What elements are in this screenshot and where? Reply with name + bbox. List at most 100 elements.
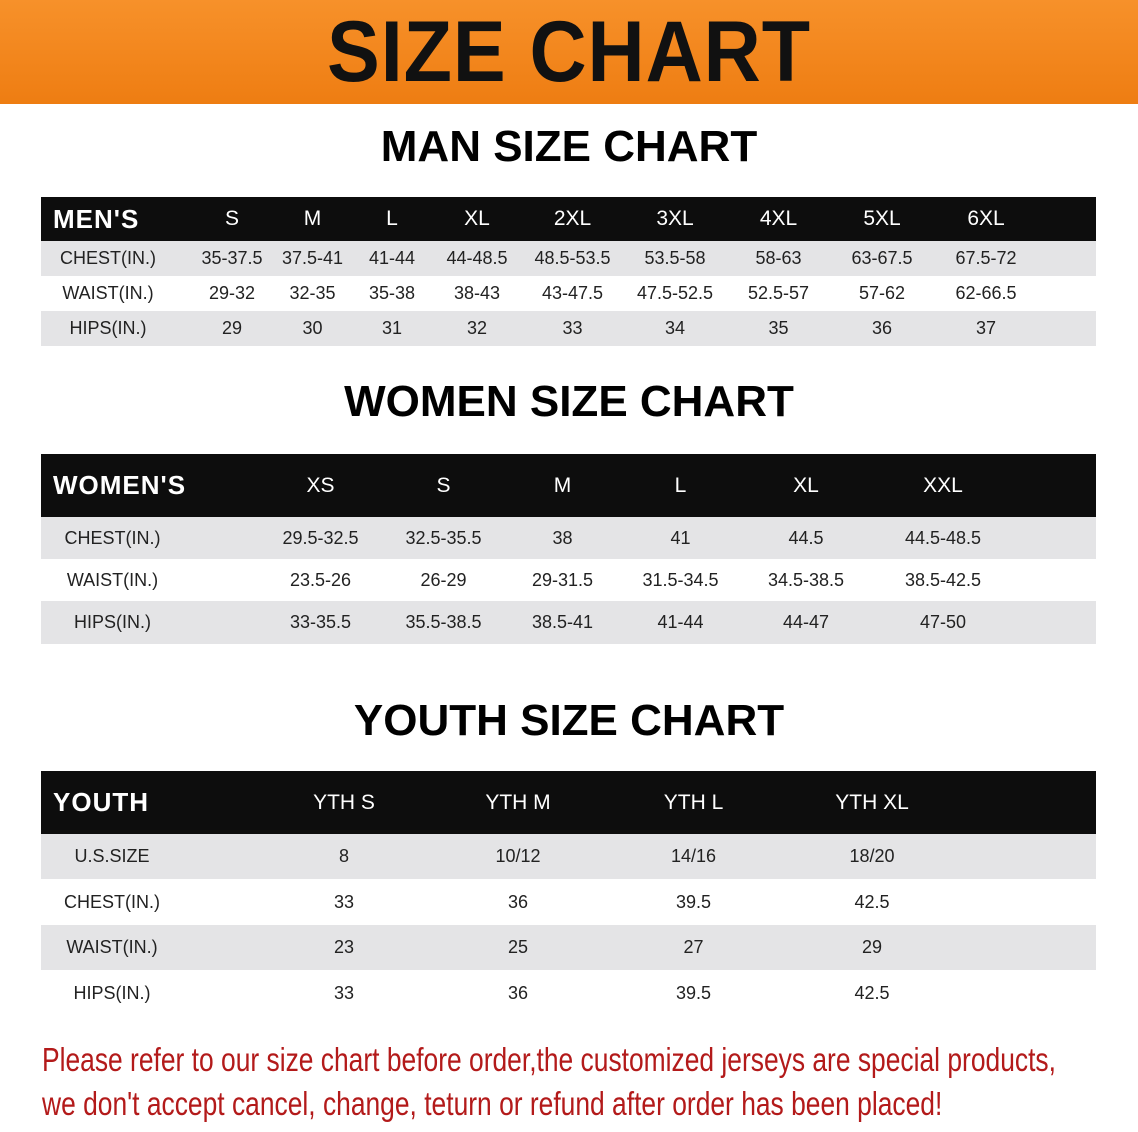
banner-title: SIZE CHART [327,3,811,100]
row-label: CHEST(IN.) [41,241,191,276]
table-cell: 31.5-34.5 [621,559,740,601]
table-cell: 32 [432,311,522,346]
table-row: CHEST(IN.) 33 36 39.5 42.5 [41,879,1096,925]
banner: SIZE CHART [0,0,1138,104]
row-label: WAIST(IN.) [41,559,258,601]
table-cell: 36 [431,879,605,925]
size-header: XL [740,454,872,517]
size-header: YTH M [431,771,605,834]
men-header-label: MEN'S [41,197,191,241]
size-header: L [352,197,432,241]
table-row: HIPS(IN.) 33 36 39.5 42.5 [41,970,1096,1016]
row-label: HIPS(IN.) [41,311,191,346]
table-cell: 33-35.5 [258,601,383,644]
women-header-label: WOMEN'S [41,454,258,517]
table-cell: 33 [257,970,431,1016]
row-filler [1014,517,1096,559]
header-filler [962,771,1096,834]
size-header: YTH XL [782,771,962,834]
table-cell: 25 [431,925,605,970]
order-notice-line-1: Please refer to our size chart before or… [42,1041,1056,1078]
table-cell: 42.5 [782,970,962,1016]
row-filler [962,834,1096,879]
row-label: CHEST(IN.) [41,879,257,925]
table-cell: 26-29 [383,559,504,601]
table-cell: 62-66.5 [934,276,1038,311]
table-row: HIPS(IN.) 33-35.5 35.5-38.5 38.5-41 41-44 44-… [41,601,1096,644]
table-cell: 37.5-41 [273,241,352,276]
table-row: HIPS(IN.) 29 30 31 32 33 34 35 36 37 [41,311,1096,346]
table-row: U.S.SIZE 8 10/12 14/16 18/20 [41,834,1096,879]
table-cell: 29-31.5 [504,559,621,601]
row-label: WAIST(IN.) [41,276,191,311]
table-cell: 38.5-41 [504,601,621,644]
table-cell: 41 [621,517,740,559]
row-filler [1014,601,1096,644]
table-cell: 35 [727,311,830,346]
header-filler [1038,197,1096,241]
table-cell: 18/20 [782,834,962,879]
size-header: S [383,454,504,517]
table-cell: 38.5-42.5 [872,559,1014,601]
row-filler [1014,559,1096,601]
size-header: M [273,197,352,241]
row-label: WAIST(IN.) [41,925,257,970]
table-row: WAIST(IN.) 23 25 27 29 [41,925,1096,970]
table-cell: 14/16 [605,834,782,879]
table-cell: 33 [257,879,431,925]
table-cell: 23.5-26 [258,559,383,601]
table-row: CHEST(IN.) 35-37.5 37.5-41 41-44 44-48.5 48.5… [41,241,1096,276]
table-cell: 29 [782,925,962,970]
row-filler [1038,276,1096,311]
size-header: XS [258,454,383,517]
table-cell: 67.5-72 [934,241,1038,276]
women-size-table: WOMEN'S XS S M L XL XXL CHEST(IN.) 29.5-32.5 32.5… [41,454,1096,644]
size-header: 5XL [830,197,934,241]
table-cell: 41-44 [621,601,740,644]
men-size-table: MEN'S S M L XL 2XL 3XL 4XL 5XL 6XL CHEST(IN.) 35-37… [41,197,1096,346]
table-cell: 47-50 [872,601,1014,644]
table-cell: 52.5-57 [727,276,830,311]
men-header-row: MEN'S S M L XL 2XL 3XL 4XL 5XL 6XL [41,197,1096,241]
table-cell: 27 [605,925,782,970]
header-filler [1014,454,1096,517]
order-notice: Please refer to our size chart before or… [42,1038,1082,1126]
size-header: 4XL [727,197,830,241]
youth-size-table: YOUTH YTH S YTH M YTH L YTH XL U.S.SIZE 8 10/12… [41,771,1096,1016]
table-cell: 29-32 [191,276,273,311]
table-cell: 43-47.5 [522,276,623,311]
row-filler [962,970,1096,1016]
table-cell: 37 [934,311,1038,346]
table-cell: 33 [522,311,623,346]
table-cell: 35-37.5 [191,241,273,276]
table-cell: 57-62 [830,276,934,311]
size-header: 6XL [934,197,1038,241]
row-label: U.S.SIZE [41,834,257,879]
table-cell: 29.5-32.5 [258,517,383,559]
row-filler [962,879,1096,925]
table-cell: 38-43 [432,276,522,311]
table-cell: 48.5-53.5 [522,241,623,276]
table-row: CHEST(IN.) 29.5-32.5 32.5-35.5 38 41 44.5 44.5… [41,517,1096,559]
youth-section-title: YOUTH SIZE CHART [353,696,785,745]
size-header: 3XL [623,197,727,241]
size-header: S [191,197,273,241]
youth-header-label: YOUTH [41,771,257,834]
row-label: CHEST(IN.) [41,517,258,559]
table-cell: 35-38 [352,276,432,311]
row-label: HIPS(IN.) [41,970,257,1016]
table-cell: 42.5 [782,879,962,925]
youth-header-row: YOUTH YTH S YTH M YTH L YTH XL [41,771,1096,834]
table-row: WAIST(IN.) 29-32 32-35 35-38 38-43 43-47.5 47.… [41,276,1096,311]
size-header: XL [432,197,522,241]
table-cell: 38 [504,517,621,559]
table-cell: 32.5-35.5 [383,517,504,559]
row-filler [1038,241,1096,276]
table-cell: 58-63 [727,241,830,276]
table-cell: 44-48.5 [432,241,522,276]
row-label: HIPS(IN.) [41,601,258,644]
table-cell: 53.5-58 [623,241,727,276]
table-cell: 32-35 [273,276,352,311]
table-cell: 36 [830,311,934,346]
table-cell: 44.5-48.5 [872,517,1014,559]
